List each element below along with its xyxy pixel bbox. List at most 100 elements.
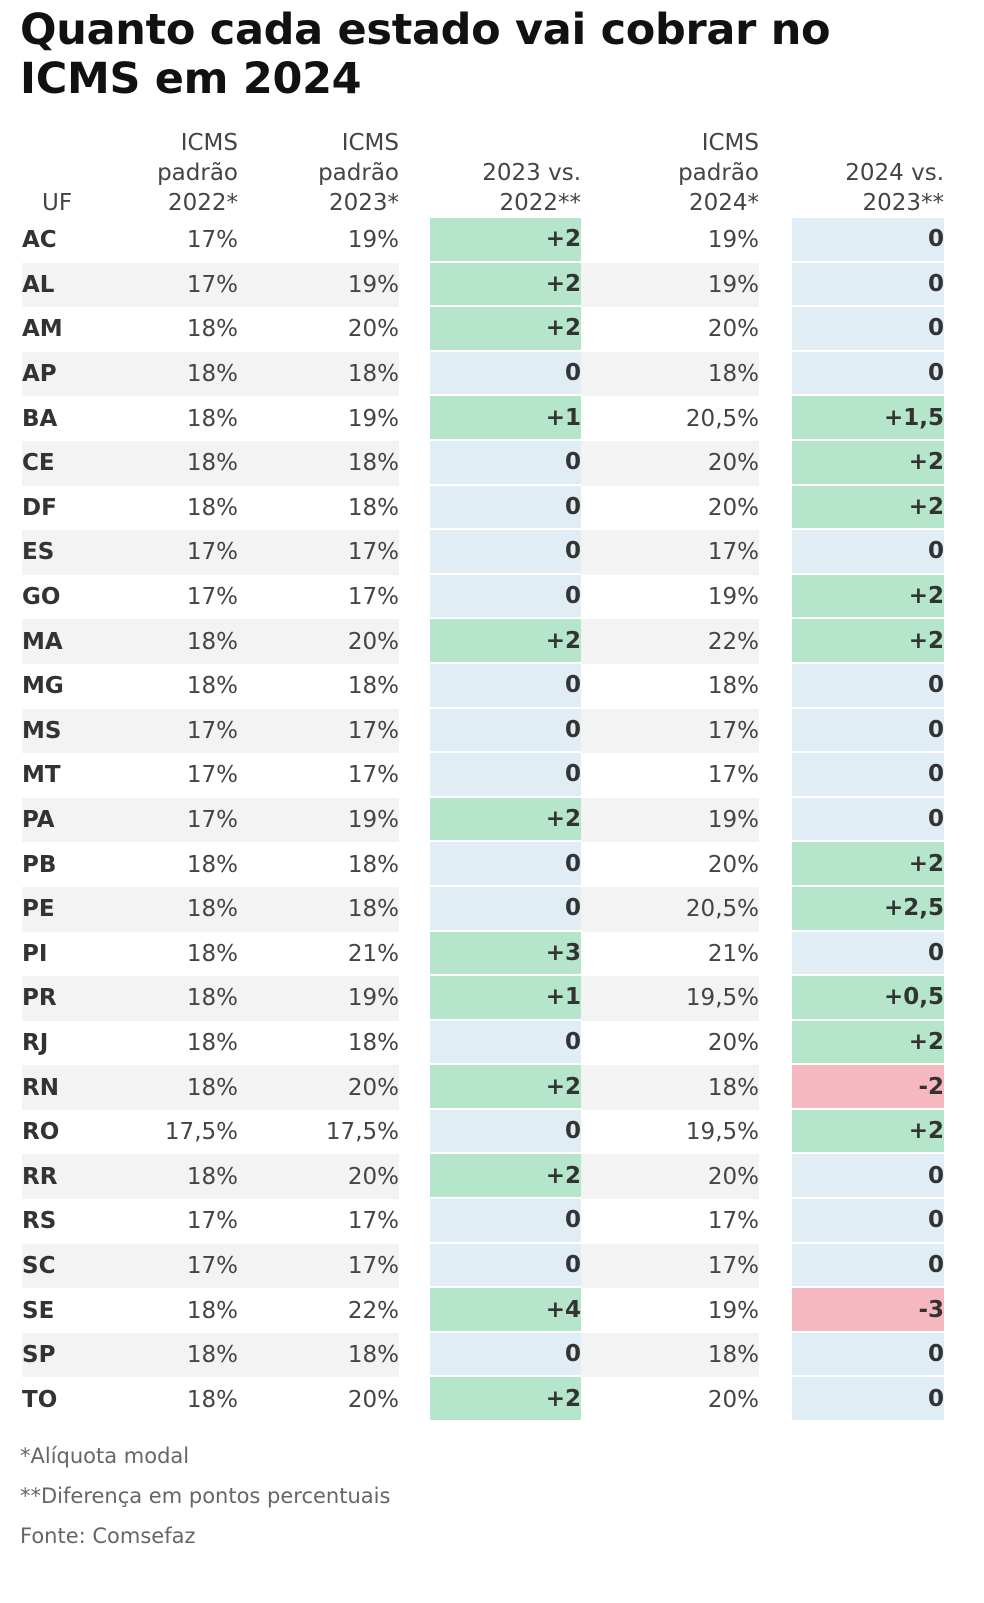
table-row: PB 18% 18% 0 20% +2 [22,842,944,887]
cell-uf: RR [22,1154,120,1200]
cell-diff-2024-2023: 0 [792,663,944,709]
cell-spacer [759,976,792,1021]
cell-spacer [399,263,430,308]
cell-uf: CE [22,440,120,486]
cell-icms-2023: 18% [347,494,399,521]
cell-diff-2023-2022: +4 [430,1288,581,1333]
cell-diff-2024-2023: 0 [792,262,944,308]
header-spacer [399,117,430,218]
table-row: PE 18% 18% 0 20,5% +2,5 [22,886,944,932]
cell-icms-2023: 18% [238,886,399,932]
cell-icms-2024: 19% [707,584,759,611]
cell-icms-2024: 20% [707,1029,759,1056]
cell-spacer [759,887,792,932]
cell-icms-2024: 20% [581,440,759,486]
table-row: RO 17,5% 17,5% 0 19,5% +2 [22,1109,944,1155]
cell-diff-2024-2023: 0 [792,530,944,575]
cell-uf: AP [22,351,120,397]
cell-diff-2023-2022: 0 [430,886,581,932]
cell-spacer [759,753,792,798]
cell-uf: AL [22,262,120,308]
cell-diff-2023-2022: +2 [430,1377,581,1423]
cell-uf: SE [22,1297,55,1324]
cell-diff-2024-2023: +2 [792,842,944,887]
cell-diff-2023-2022: +2 [430,1154,581,1200]
cell-spacer [399,575,430,620]
cell-icms-2024: 20% [707,494,759,521]
cell-spacer [399,307,430,352]
cell-spacer [399,1154,430,1199]
cell-icms-2022: 18% [186,1029,238,1056]
cell-uf: AM [22,316,63,343]
cell-diff-2024-2023: 0 [792,1332,944,1378]
cell-diff-2024-2023: +2 [792,1109,944,1155]
cell-icms-2024: 20,5% [581,886,759,932]
table-row: RR 18% 20% +2 20% 0 [22,1154,944,1200]
cell-diff-2023-2022: +2 [430,307,581,352]
cell-diff-2024-2023: 0 [792,307,944,352]
cell-uf: PA [22,797,120,843]
cell-icms-2024: 18% [581,1065,759,1110]
table-row: RN 18% 20% +2 18% -2 [22,1065,944,1110]
cell-spacer [759,1021,792,1066]
cell-diff-2024-2023: 0 [792,1199,944,1244]
cell-icms-2024: 18% [581,351,759,397]
cell-diff-2023-2022: 0 [430,440,581,486]
cell-diff-2023-2022: 0 [430,753,581,798]
table-row: PR 18% 19% +1 19,5% +0,5 [22,976,944,1021]
cell-icms-2024: 18% [581,1332,759,1378]
cell-uf: BA [22,405,58,432]
cell-icms-2023: 18% [238,440,399,486]
cell-spacer [399,842,430,887]
cell-icms-2023: 20% [238,1154,399,1200]
cell-spacer [399,1110,430,1155]
cell-spacer [399,352,430,397]
cell-icms-2023: 18% [238,1332,399,1378]
cell-spacer [399,753,430,798]
cell-diff-2023-2022: 0 [430,1332,581,1378]
cell-diff-2024-2023: 0 [792,1243,944,1289]
cell-diff-2023-2022: +1 [430,976,581,1021]
footnote-diferenca: **Diferença em pontos percentuais [20,1484,391,1508]
cell-uf: PI [22,940,48,967]
cell-icms-2022: 17,5% [164,1119,238,1146]
cell-icms-2022: 18% [186,316,238,343]
table-row: AL 17% 19% +2 19% 0 [22,262,944,308]
cell-icms-2023: 17% [238,1243,399,1289]
cell-icms-2023: 20% [347,1386,399,1413]
cell-diff-2023-2022: 0 [430,530,581,575]
cell-uf: SP [22,1332,120,1378]
cell-diff-2023-2022: +1 [430,396,581,441]
cell-spacer [399,396,430,441]
table-row: AC 17% 19% +2 19% 0 [22,218,944,263]
header-spacer [759,117,792,218]
cell-icms-2022: 17% [186,762,238,789]
cell-spacer [399,218,430,263]
cell-spacer [399,1244,430,1289]
cell-spacer [759,1154,792,1199]
cell-uf: MT [22,762,61,789]
cell-spacer [399,530,430,575]
header-diff-2023-2022: 2023 vs. 2022** [482,160,581,216]
cell-spacer [759,352,792,397]
cell-diff-2024-2023: 0 [792,797,944,843]
footnotes: *Alíquota modal **Diferença em pontos pe… [20,1436,390,1556]
cell-icms-2023: 17,5% [325,1119,399,1146]
table-row: AM 18% 20% +2 20% 0 [22,307,944,352]
cell-uf: MA [22,619,120,664]
cell-uf: PE [22,886,120,932]
cell-diff-2023-2022: +2 [430,262,581,308]
cell-diff-2023-2022: 0 [430,1199,581,1244]
cell-spacer [399,798,430,843]
cell-spacer [759,1288,792,1333]
cell-icms-2023: 20% [238,1065,399,1110]
cell-diff-2023-2022: +2 [430,619,581,664]
cell-uf: DF [22,494,57,521]
cell-spacer [399,1333,430,1378]
cell-icms-2023: 19% [238,262,399,308]
cell-icms-2024: 17% [707,762,759,789]
cell-icms-2024: 21% [707,940,759,967]
header-icms-2023: ICMS padrão 2023* [318,130,399,216]
cell-diff-2024-2023: -3 [792,1288,944,1333]
cell-icms-2022: 17% [120,797,238,843]
